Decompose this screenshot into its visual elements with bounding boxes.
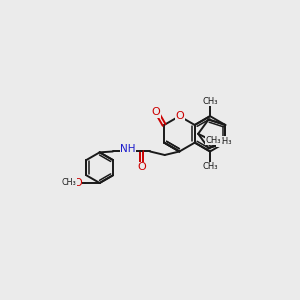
Text: O: O (222, 137, 230, 147)
Text: CH₃: CH₃ (202, 162, 218, 171)
Text: CH₃: CH₃ (206, 136, 221, 145)
Text: CH₃: CH₃ (62, 178, 77, 188)
Text: CH₃: CH₃ (216, 137, 232, 146)
Text: O: O (137, 162, 146, 172)
Text: NH: NH (121, 143, 136, 154)
Text: O: O (176, 110, 184, 121)
Text: O: O (73, 178, 82, 188)
Text: O: O (152, 107, 161, 117)
Text: CH₃: CH₃ (202, 97, 218, 106)
